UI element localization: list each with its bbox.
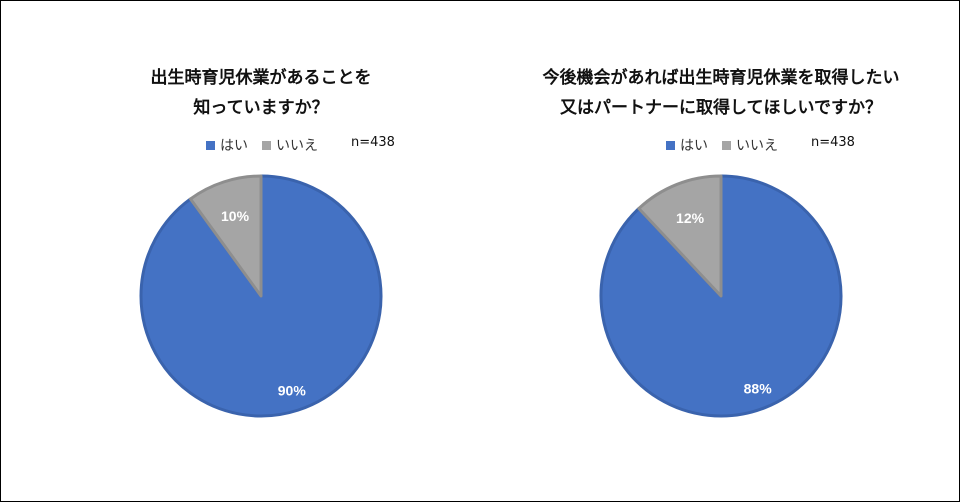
legend-item-yes: はい — [206, 135, 248, 155]
legend-swatch-yes — [666, 140, 675, 150]
sample-size-label: n=438 — [811, 135, 855, 150]
legend: はい いいえ — [206, 135, 332, 155]
legend: はい いいえ — [666, 135, 792, 155]
legend-item-no: いいえ — [722, 135, 778, 155]
legend-swatch-no — [722, 140, 731, 150]
legend-swatch-yes — [206, 140, 215, 150]
data-label-yes: 88% — [744, 381, 773, 397]
chart-title-line-1: 出生時育児休業があることを — [150, 68, 372, 88]
chart-panel-2: 今後機会があれば出生時育児休業を取得したい 又はパートナーに取得してほしいですか… — [491, 1, 951, 501]
data-label-no: 10% — [221, 208, 250, 224]
pie-slice-no — [637, 174, 723, 298]
pie-slice-yes — [599, 174, 843, 418]
chart-title-line-2: 知っていますか？ — [193, 98, 329, 118]
sample-size-label: n=438 — [351, 135, 395, 150]
legend-label-yes: はい — [220, 138, 248, 154]
data-label-yes: 90% — [278, 383, 307, 399]
legend-swatch-no — [262, 140, 271, 150]
pie-slice-no — [188, 174, 263, 298]
legend-label-no: いいえ — [736, 138, 778, 154]
pie-chart-1: 90% 10% — [139, 174, 383, 418]
legend-item-no: いいえ — [262, 135, 318, 155]
legend-label-yes: はい — [680, 138, 708, 154]
chart-title-line-2: 又はパートナーに取得してほしいですか？ — [560, 98, 882, 118]
chart-panel-1: 出生時育児休業があることを 知っていますか？ はい いいえ n=438 90% 1… — [31, 1, 491, 501]
data-label-no: 12% — [676, 210, 705, 226]
legend-item-yes: はい — [666, 135, 708, 155]
chart-title: 出生時育児休業があることを 知っていますか？ — [31, 63, 491, 123]
chart-title-line-1: 今後機会があれば出生時育児休業を取得したい — [542, 68, 900, 88]
chart-title: 今後機会があれば出生時育児休業を取得したい 又はパートナーに取得してほしいですか… — [491, 63, 951, 123]
legend-label-no: いいえ — [276, 138, 318, 154]
pie-chart-2: 88% 12% — [599, 174, 843, 418]
